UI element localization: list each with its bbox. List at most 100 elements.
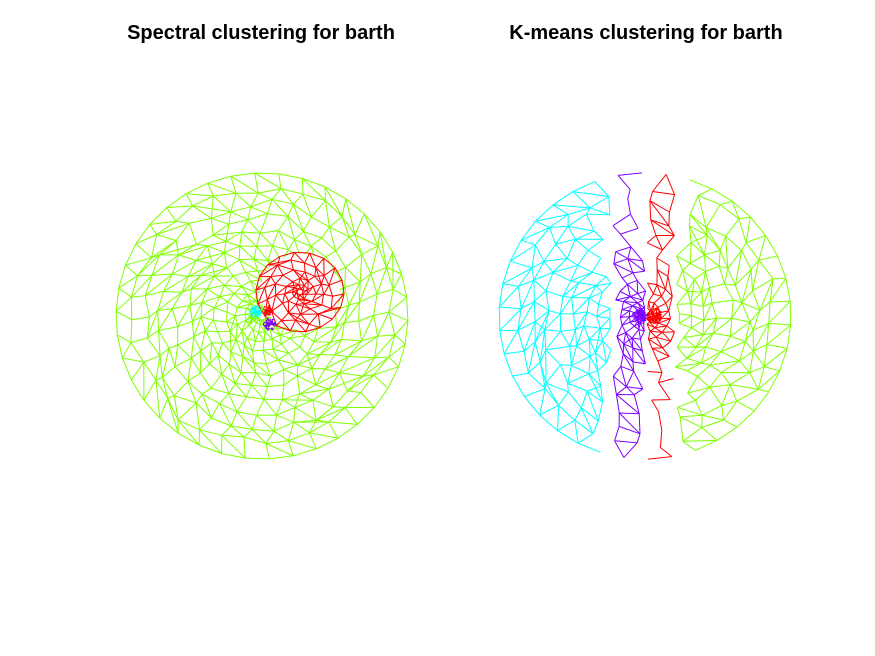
mesh-edge — [766, 344, 788, 349]
mesh-edge — [298, 298, 313, 302]
mesh-edge — [634, 388, 644, 396]
mesh-edge — [310, 200, 326, 218]
mesh-edge — [376, 267, 387, 295]
mesh-edge — [234, 383, 247, 398]
mesh-edge — [621, 277, 628, 285]
mesh-edge — [264, 310, 272, 317]
mesh-edge — [315, 258, 325, 268]
mesh-edge — [640, 339, 643, 352]
mesh-edge — [288, 440, 317, 450]
mesh-edge — [245, 457, 270, 460]
mesh-edge — [625, 332, 633, 339]
mesh-edge — [264, 309, 267, 312]
mesh-edge — [254, 172, 282, 190]
mesh-edge — [358, 321, 363, 341]
mesh-edge — [647, 282, 658, 286]
mesh-edge — [499, 308, 522, 332]
mesh-edge — [632, 272, 638, 281]
mesh-edge — [754, 391, 770, 412]
mesh-edge — [246, 385, 252, 397]
mesh-edge — [586, 390, 603, 403]
mesh-edge — [247, 291, 257, 296]
mesh-edge — [207, 182, 237, 194]
mesh-edge — [637, 299, 644, 304]
mesh-edge — [567, 382, 588, 392]
mesh-edge — [151, 273, 173, 276]
mesh-edge — [200, 263, 213, 276]
mesh-edge — [704, 254, 706, 272]
mesh-edge — [752, 310, 761, 331]
mesh-edge — [730, 321, 751, 337]
mesh-edge — [373, 356, 390, 376]
mesh-edge — [575, 230, 595, 240]
mesh-edge — [324, 186, 347, 200]
mesh-edge — [709, 287, 713, 304]
mesh-edge — [306, 341, 315, 355]
mesh-edge — [676, 255, 691, 264]
mesh-edge — [290, 252, 295, 261]
mesh-edge — [200, 363, 210, 374]
mesh-edge — [200, 316, 214, 321]
mesh-edge — [581, 390, 588, 408]
mesh-edge — [287, 216, 295, 240]
mesh-edge — [388, 334, 396, 358]
mesh-edge — [157, 292, 183, 311]
mesh-edge — [241, 286, 257, 293]
mesh-edge — [192, 316, 202, 322]
mesh-edge — [159, 398, 169, 419]
mesh-edge — [539, 349, 547, 363]
mesh-edge — [729, 384, 738, 402]
mesh-edge — [682, 263, 691, 271]
mesh-edge — [250, 206, 268, 215]
mesh-edge — [674, 357, 688, 368]
mesh-edge — [181, 288, 192, 293]
mesh-edge — [549, 214, 569, 228]
mesh-edge — [724, 283, 734, 301]
mesh-edge — [196, 234, 214, 245]
mesh-edge — [686, 346, 707, 359]
mesh-edge — [321, 304, 332, 310]
mesh-edge — [555, 238, 576, 245]
mesh-edge — [732, 201, 751, 218]
mesh-edge — [392, 288, 407, 298]
mesh-edge — [655, 336, 664, 349]
mesh-edge — [181, 274, 202, 293]
mesh-edge — [733, 299, 743, 304]
mesh-edge — [281, 337, 291, 345]
mesh-edge — [709, 372, 722, 388]
mesh-edge — [360, 374, 375, 393]
mesh-edge — [253, 258, 269, 262]
mesh-edge — [359, 254, 363, 283]
mesh-edge — [308, 313, 319, 325]
mesh-edge — [277, 264, 294, 271]
mesh-edge — [247, 294, 257, 302]
mesh-edge — [623, 343, 633, 349]
mesh-edge — [299, 393, 314, 401]
mesh-edge — [300, 314, 310, 325]
mesh-edge — [613, 251, 617, 264]
mesh-edge — [690, 303, 693, 316]
mesh-edge — [261, 307, 265, 313]
mesh-edge — [386, 251, 394, 268]
mesh-edge — [303, 303, 322, 306]
mesh-edge — [263, 386, 269, 400]
mesh-edge — [741, 250, 752, 270]
mesh-edge — [263, 338, 273, 342]
mesh-edge — [656, 257, 670, 266]
mesh-edge — [263, 331, 266, 342]
mesh-edge — [293, 193, 304, 205]
mesh-edge — [221, 373, 236, 384]
mesh-edge — [265, 440, 289, 444]
mesh-edge — [189, 305, 193, 322]
mesh-edge — [576, 345, 591, 357]
mesh-edge — [252, 349, 264, 352]
mesh-edge — [633, 314, 638, 318]
mesh-edge — [682, 426, 703, 442]
mesh-edge — [637, 293, 644, 301]
mesh-edge — [583, 311, 588, 327]
mesh-edge — [518, 279, 535, 287]
mesh-edge — [744, 341, 754, 352]
mesh-edge — [567, 225, 576, 240]
mesh-edge — [719, 204, 740, 220]
mesh-edge — [703, 302, 713, 307]
